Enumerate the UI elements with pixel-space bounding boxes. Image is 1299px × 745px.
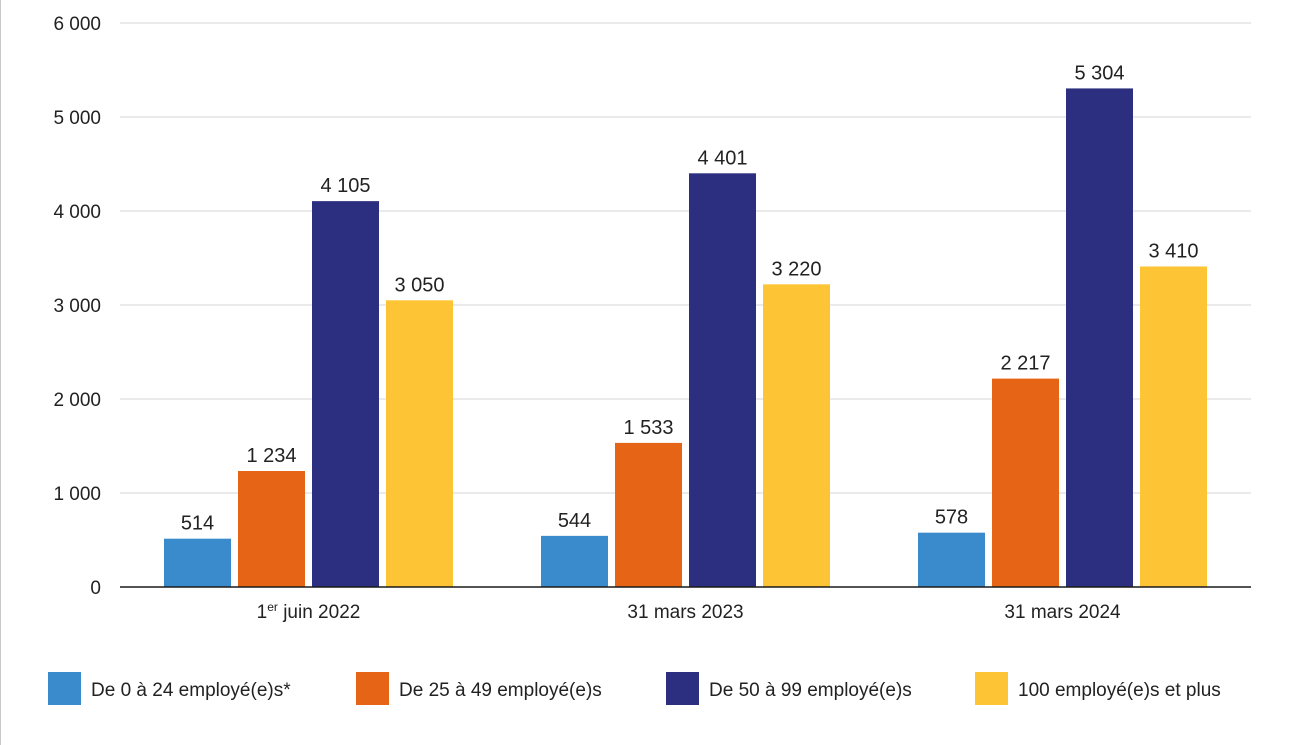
data-label: 1 234 (246, 445, 296, 467)
data-label: 3 410 (1148, 240, 1198, 262)
legend: De 0 à 24 employé(e)s* De 25 à 49 employé… (48, 672, 1221, 705)
legend-item: 100 employé(e)s et plus (975, 672, 1221, 705)
bar (689, 173, 756, 587)
legend-item: De 50 à 99 employé(e)s (666, 672, 912, 705)
legend-item: De 25 à 49 employé(e)s (356, 672, 602, 705)
legend-swatch (356, 672, 389, 705)
y-tick-label: 5 000 (53, 108, 101, 129)
data-label: 578 (935, 507, 968, 529)
data-label: 3 050 (394, 274, 444, 296)
bar (1140, 266, 1207, 587)
gridlines (120, 22, 1251, 494)
legend-swatch (975, 672, 1008, 705)
data-labels: 514 1 234 4 105 3 050 544 1 533 4 401 3 220 578 2… (181, 62, 1199, 534)
category-label: 31 mars 2024 (1004, 602, 1121, 623)
y-tick-label: 6 000 (53, 14, 101, 35)
bar (918, 532, 985, 587)
bar (541, 535, 608, 587)
legend-swatch (666, 672, 699, 705)
category-label: 31 mars 2023 (627, 602, 743, 623)
y-tick-label: 4 000 (53, 202, 101, 223)
bar (763, 284, 830, 587)
data-label: 5 304 (1074, 62, 1124, 84)
category-label: 1er juin 2022 (257, 600, 361, 623)
legend-label: De 50 à 99 employé(e)s (709, 680, 912, 701)
y-tick-label: 1 000 (53, 484, 101, 505)
bar (1066, 88, 1133, 587)
data-label: 2 217 (1000, 353, 1050, 375)
legend-label: 100 employé(e)s et plus (1018, 680, 1221, 701)
y-axis-ticks: 0 1 000 2 000 3 000 4 000 5 000 6 000 (53, 14, 101, 599)
data-label: 1 533 (623, 417, 673, 439)
data-label: 4 105 (320, 175, 370, 197)
y-tick-label: 2 000 (53, 390, 101, 411)
bar (164, 538, 231, 587)
bars (164, 88, 1207, 587)
left-border (0, 0, 1, 745)
legend-label: De 0 à 24 employé(e)s* (91, 680, 291, 701)
bar (312, 201, 379, 587)
y-tick-label: 3 000 (53, 296, 101, 317)
data-label: 544 (558, 510, 591, 532)
bar (615, 442, 682, 587)
data-label: 514 (181, 513, 214, 535)
bar (386, 300, 453, 587)
legend-label: De 25 à 49 employé(e)s (399, 680, 602, 701)
data-label: 4 401 (697, 147, 747, 169)
data-label: 3 220 (771, 258, 821, 280)
bar (992, 378, 1059, 587)
legend-swatch (48, 672, 81, 705)
x-axis-categories: 1er juin 2022 31 mars 2023 31 mars 2024 (257, 600, 1121, 623)
legend-item: De 0 à 24 employé(e)s* (48, 672, 291, 705)
bar (238, 471, 305, 587)
y-tick-label: 0 (90, 578, 101, 599)
